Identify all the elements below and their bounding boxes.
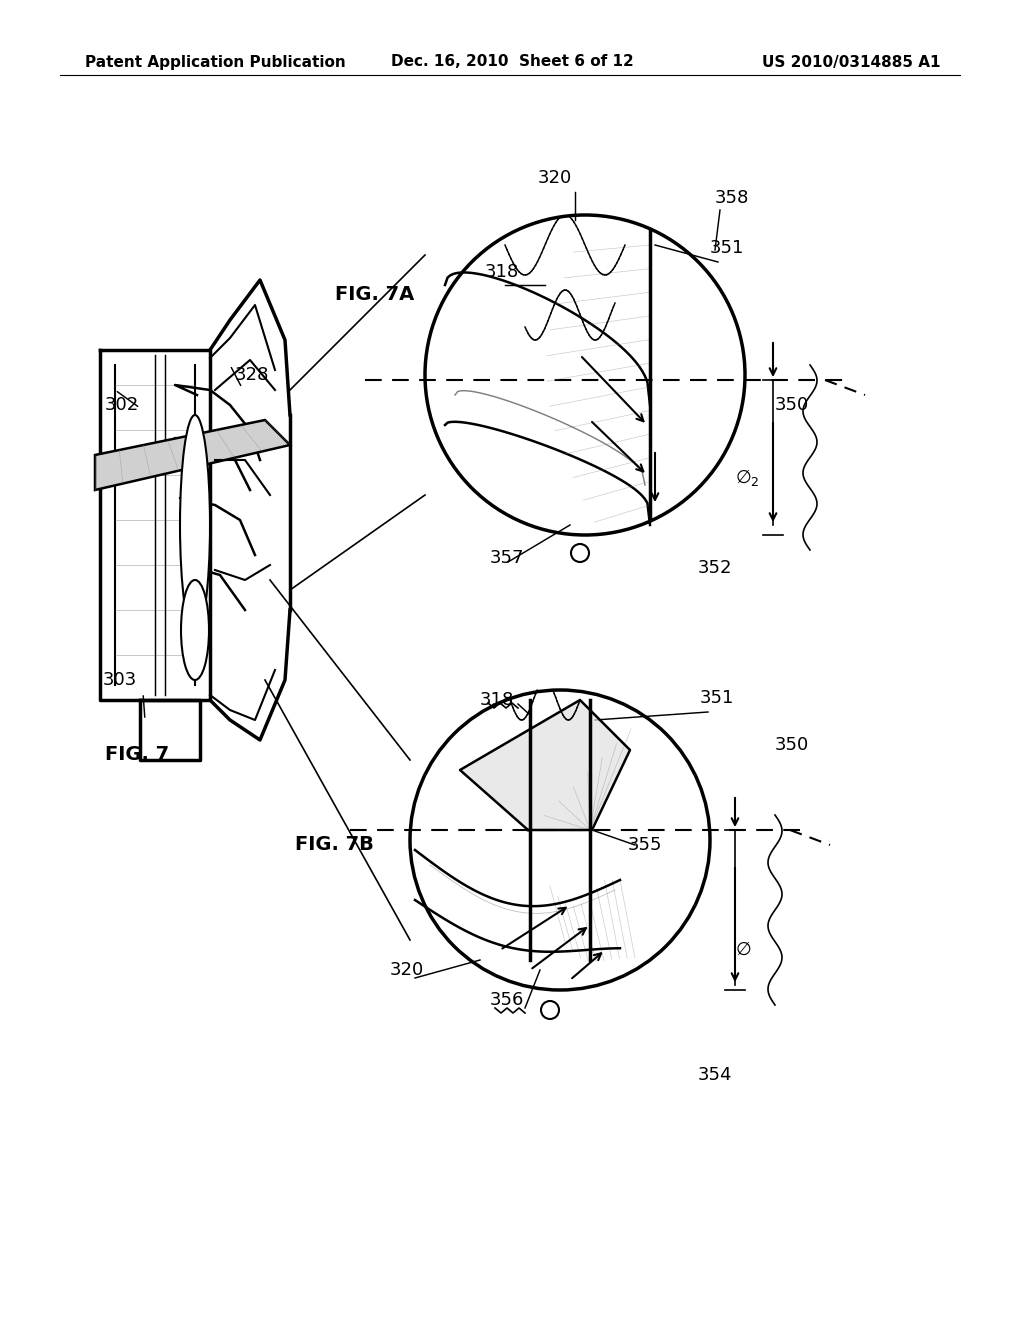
Text: 320: 320 bbox=[390, 961, 424, 979]
Text: Dec. 16, 2010  Sheet 6 of 12: Dec. 16, 2010 Sheet 6 of 12 bbox=[390, 54, 634, 70]
Text: $\varnothing$: $\varnothing$ bbox=[735, 941, 752, 960]
Text: 358: 358 bbox=[715, 189, 750, 207]
Text: 357: 357 bbox=[490, 549, 524, 568]
Text: 355: 355 bbox=[628, 836, 663, 854]
Polygon shape bbox=[460, 700, 630, 830]
Ellipse shape bbox=[180, 414, 210, 635]
Circle shape bbox=[425, 215, 745, 535]
Ellipse shape bbox=[181, 416, 209, 634]
Text: 354: 354 bbox=[698, 1067, 732, 1084]
Text: Patent Application Publication: Patent Application Publication bbox=[85, 54, 346, 70]
Text: 302: 302 bbox=[105, 396, 139, 414]
Text: $\varnothing_2$: $\varnothing_2$ bbox=[735, 467, 760, 488]
Text: 351: 351 bbox=[710, 239, 744, 257]
Polygon shape bbox=[95, 420, 290, 490]
Text: 318: 318 bbox=[480, 690, 514, 709]
Circle shape bbox=[541, 1001, 559, 1019]
Text: 351: 351 bbox=[700, 689, 734, 708]
Circle shape bbox=[410, 690, 710, 990]
Text: FIG. 7B: FIG. 7B bbox=[295, 836, 374, 854]
Circle shape bbox=[571, 544, 589, 562]
Text: FIG. 7: FIG. 7 bbox=[105, 746, 169, 764]
Text: 352: 352 bbox=[698, 558, 732, 577]
Text: 320: 320 bbox=[538, 169, 572, 187]
Ellipse shape bbox=[181, 579, 209, 680]
Text: 350: 350 bbox=[775, 396, 809, 414]
Text: US 2010/0314885 A1: US 2010/0314885 A1 bbox=[762, 54, 940, 70]
Text: 318: 318 bbox=[485, 263, 519, 281]
Text: FIG. 7A: FIG. 7A bbox=[335, 285, 415, 305]
Text: 356: 356 bbox=[490, 991, 524, 1008]
Text: 303: 303 bbox=[103, 671, 137, 689]
Text: 350: 350 bbox=[775, 737, 809, 754]
Text: 328: 328 bbox=[234, 366, 269, 384]
